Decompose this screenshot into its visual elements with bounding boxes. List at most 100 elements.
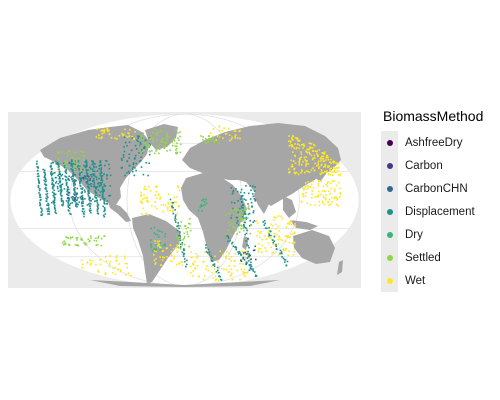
sample-point — [312, 167, 314, 169]
sample-point — [296, 137, 298, 139]
sample-point — [142, 198, 144, 200]
sample-point — [277, 243, 280, 245]
sample-point — [327, 159, 330, 161]
sample-point — [336, 169, 339, 172]
sample-point — [70, 168, 72, 170]
sample-point — [275, 245, 278, 248]
sample-point — [268, 235, 270, 237]
legend-label: Carbon — [405, 159, 443, 172]
sample-point — [86, 174, 89, 176]
sample-point — [93, 183, 95, 186]
sample-point — [249, 185, 251, 187]
sample-point — [291, 242, 293, 244]
sample-point — [317, 190, 320, 193]
sample-point — [166, 139, 169, 141]
sample-point — [169, 260, 172, 262]
sample-point — [235, 248, 237, 251]
legend-key — [381, 200, 398, 223]
sample-point — [63, 164, 66, 166]
sample-point — [68, 179, 71, 181]
sample-point — [68, 204, 71, 206]
sample-point — [90, 202, 92, 205]
sample-point — [58, 169, 60, 172]
sample-point — [37, 167, 39, 169]
sample-point — [337, 163, 339, 165]
sample-point — [55, 212, 57, 215]
sample-point — [153, 259, 156, 262]
sample-point — [306, 159, 308, 162]
sample-point — [190, 251, 192, 253]
sample-point — [160, 203, 163, 206]
sample-point — [154, 240, 156, 242]
sample-point — [52, 183, 54, 186]
sample-point — [159, 129, 161, 131]
sample-point — [243, 192, 246, 194]
sample-point — [101, 132, 104, 135]
sample-point — [80, 202, 83, 205]
sample-point — [250, 189, 252, 191]
sample-point — [38, 189, 41, 192]
sample-point — [101, 196, 104, 199]
sample-point — [86, 175, 88, 177]
sample-point — [102, 129, 104, 132]
sample-point — [275, 216, 277, 219]
sample-point — [41, 208, 43, 210]
sample-point — [39, 196, 41, 198]
sample-point — [163, 145, 166, 147]
sample-point — [100, 172, 103, 174]
sample-point — [46, 204, 48, 206]
sample-point — [100, 182, 102, 184]
sample-point — [63, 163, 66, 165]
sample-point — [242, 218, 244, 221]
sample-point — [103, 189, 105, 191]
sample-point — [92, 162, 95, 165]
sample-point — [120, 157, 123, 160]
sample-point — [247, 260, 250, 262]
sample-point — [158, 240, 161, 242]
sample-point — [273, 216, 275, 218]
sample-point — [215, 278, 218, 280]
sample-point — [143, 142, 145, 144]
sample-point — [179, 237, 181, 240]
sample-point — [126, 160, 129, 163]
sample-point — [296, 138, 299, 140]
sample-point — [210, 259, 213, 262]
sample-point — [254, 274, 257, 277]
sample-point — [60, 151, 63, 153]
sample-point — [101, 190, 104, 193]
sample-point — [245, 185, 247, 187]
legend: BiomassMethod AshfreeDry Carbon CarbonCHN D… — [381, 108, 493, 292]
sample-point — [291, 138, 293, 140]
sample-point — [306, 184, 309, 187]
sample-point — [236, 190, 239, 193]
sample-point — [101, 194, 104, 196]
sample-point — [85, 164, 88, 166]
sample-point — [67, 192, 70, 194]
sample-point — [133, 137, 135, 140]
sample-point — [83, 155, 86, 157]
sample-point — [292, 135, 294, 137]
sample-point — [140, 156, 142, 158]
sample-point — [64, 166, 66, 169]
sample-point — [89, 264, 92, 266]
sample-point — [74, 163, 76, 166]
sample-point — [280, 215, 282, 218]
sample-point — [327, 201, 329, 204]
sample-point — [132, 166, 134, 168]
sample-point — [335, 196, 338, 199]
sample-point — [270, 230, 272, 233]
sample-point — [323, 166, 325, 168]
sample-point — [94, 200, 96, 203]
sample-point — [235, 188, 237, 190]
sample-point — [150, 244, 152, 247]
sample-point — [311, 150, 314, 152]
sample-point — [36, 160, 38, 163]
sample-point — [87, 191, 90, 194]
sample-point — [261, 238, 263, 241]
sample-point — [62, 178, 64, 180]
sample-point — [123, 146, 125, 148]
sample-point — [115, 259, 117, 262]
sample-point — [306, 188, 308, 191]
sample-point — [46, 208, 48, 210]
